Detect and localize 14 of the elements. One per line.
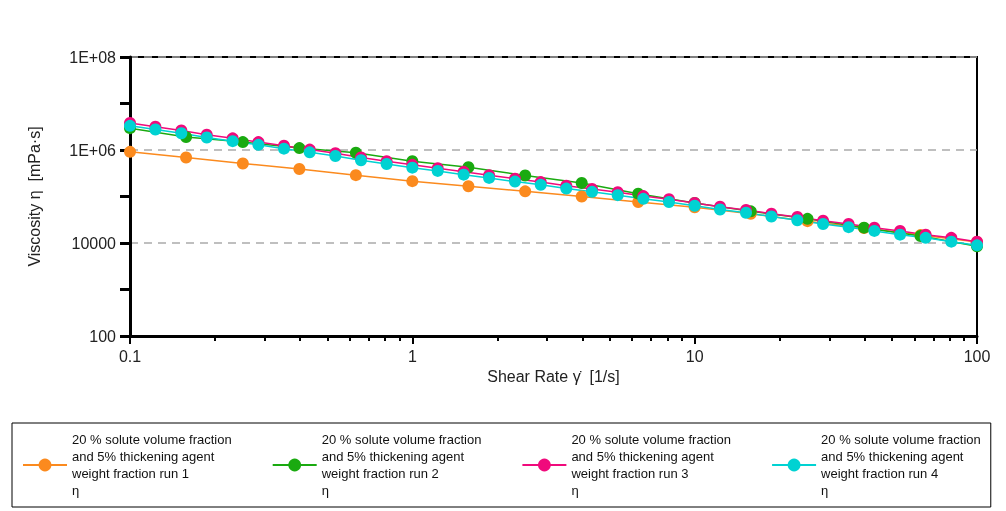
y-tick-label: 10000 — [71, 234, 117, 252]
legend-label: 20 % solute volume fraction and 5% thickening agent weight fraction run 4 η — [820, 432, 981, 498]
legend-label: 20 % solute volume fraction and 5% thickening agent weight fraction run 2 η — [320, 432, 482, 498]
x-tick-label: 1 — [407, 347, 417, 365]
y-axis-title: Viscosity η [mPa·s] — [25, 126, 43, 267]
legend-label: 20 % solute volume fraction and 5% thickening agent weight fraction run 1 η — [71, 432, 232, 498]
y-tick-label: 1E+06 — [69, 141, 117, 159]
y-tick-label: 100 — [89, 327, 117, 345]
x-axis-title: Shear Rate γ̇ [1/s] — [487, 368, 620, 386]
x-tick-label: 0.1 — [118, 347, 142, 365]
y-tick-label: 1E+08 — [69, 48, 117, 66]
x-tick-label: 100 — [963, 347, 991, 365]
x-tick-label: 10 — [685, 347, 704, 365]
legend-label: 20 % solute volume fraction and 5% thickening agent weight fraction run 3 η — [570, 432, 732, 498]
